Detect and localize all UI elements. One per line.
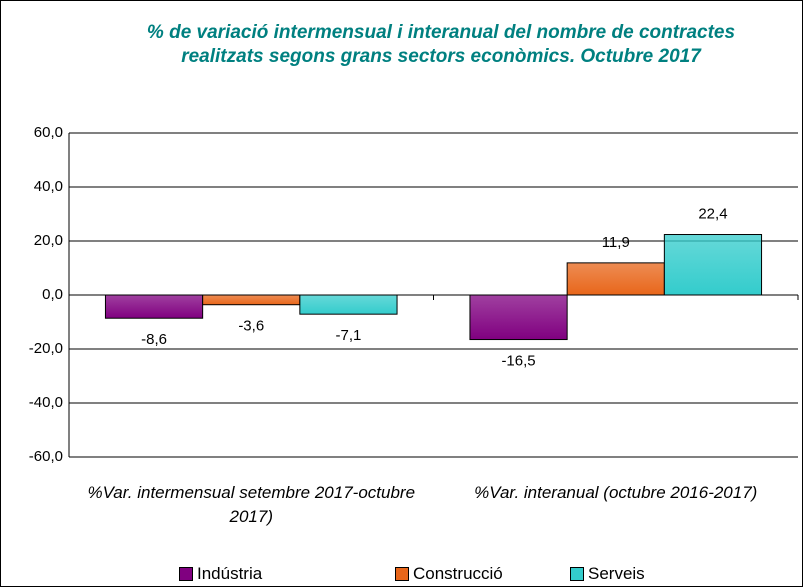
bar [566, 262, 665, 296]
bar [104, 294, 204, 319]
y-tick-label: 0,0 [42, 286, 63, 303]
legend-swatch [570, 567, 584, 581]
bar [663, 234, 763, 296]
y-tick-label: 40,0 [34, 178, 63, 195]
legend-label: Indústria [197, 564, 263, 583]
data-label: -16,5 [501, 353, 535, 370]
chart-title: % de variació intermensual i interanual … [146, 22, 736, 67]
y-tick-label: -20,0 [29, 340, 63, 357]
legend-label: Construcció [413, 564, 503, 583]
x-tick-label: %Var. interanual (octubre 2016-2017) [474, 483, 758, 502]
legend-item: Construcció [395, 564, 503, 584]
data-label: -3,6 [238, 318, 264, 335]
bar [299, 294, 398, 315]
bar [202, 294, 301, 306]
legend-swatch [395, 567, 409, 581]
y-tick-label: -40,0 [29, 394, 63, 411]
legend-label: Serveis [588, 564, 645, 583]
x-tick-label: %Var. intermensual setembre 2017-octubre… [87, 483, 416, 526]
legend-swatch [179, 567, 193, 581]
bar [469, 294, 568, 341]
data-label: 11,9 [602, 234, 630, 251]
data-label: -8,6 [141, 331, 167, 348]
data-label: 22,4 [698, 205, 727, 222]
data-label: -7,1 [336, 327, 362, 344]
legend-item: Indústria [179, 564, 262, 584]
y-tick-label: -60,0 [29, 448, 63, 465]
y-tick-label: 60,0 [34, 124, 63, 141]
legend-item: Serveis [570, 564, 645, 584]
y-tick-label: 20,0 [34, 232, 63, 249]
